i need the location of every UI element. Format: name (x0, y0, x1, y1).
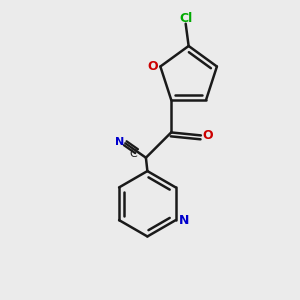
Text: N: N (179, 214, 189, 226)
Text: Cl: Cl (179, 12, 192, 25)
Text: O: O (202, 129, 213, 142)
Text: C: C (129, 149, 137, 159)
Text: N: N (115, 137, 124, 147)
Text: O: O (148, 60, 158, 73)
